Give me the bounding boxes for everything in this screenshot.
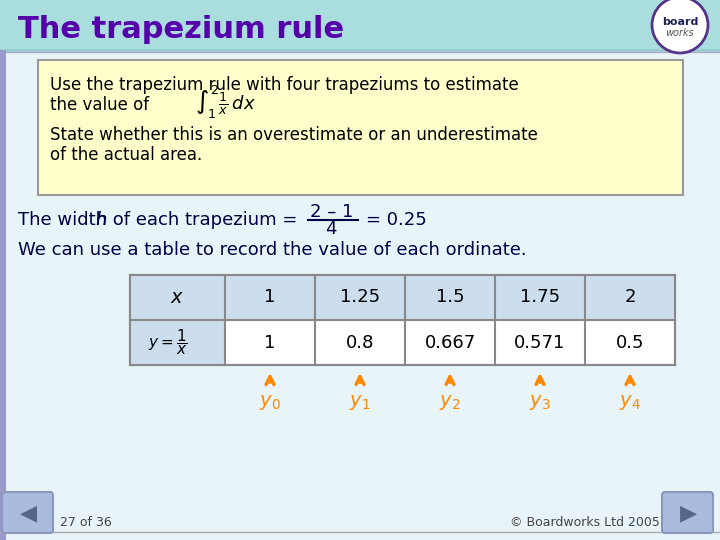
Text: $y_{1}$: $y_{1}$ bbox=[349, 394, 371, 413]
Text: ▶: ▶ bbox=[680, 503, 696, 523]
Text: the value of: the value of bbox=[50, 96, 149, 114]
Text: 1: 1 bbox=[264, 288, 276, 307]
FancyBboxPatch shape bbox=[0, 50, 6, 540]
FancyBboxPatch shape bbox=[38, 60, 683, 195]
Text: $y = \dfrac{1}{x}$: $y = \dfrac{1}{x}$ bbox=[148, 328, 187, 357]
Text: Use the trapezium rule with four trapeziums to estimate: Use the trapezium rule with four trapezi… bbox=[50, 76, 518, 94]
Text: $y_{4}$: $y_{4}$ bbox=[619, 394, 641, 413]
Text: $y_{2}$: $y_{2}$ bbox=[439, 394, 461, 413]
FancyBboxPatch shape bbox=[130, 320, 225, 365]
Text: = 0.25: = 0.25 bbox=[366, 211, 427, 229]
Text: works: works bbox=[665, 28, 694, 38]
Text: © Boardworks Ltd 2005: © Boardworks Ltd 2005 bbox=[510, 516, 660, 529]
Text: 0.8: 0.8 bbox=[346, 334, 374, 352]
Text: 1.75: 1.75 bbox=[520, 288, 560, 307]
Text: 2: 2 bbox=[624, 288, 636, 307]
Text: 0.667: 0.667 bbox=[424, 334, 476, 352]
FancyBboxPatch shape bbox=[130, 275, 225, 320]
Text: $y_{0}$: $y_{0}$ bbox=[259, 394, 281, 413]
Text: 1.25: 1.25 bbox=[340, 288, 380, 307]
FancyBboxPatch shape bbox=[2, 492, 53, 533]
Circle shape bbox=[652, 0, 708, 53]
FancyBboxPatch shape bbox=[0, 0, 720, 50]
Text: h: h bbox=[95, 211, 107, 229]
Text: $x$: $x$ bbox=[171, 288, 184, 307]
Text: 27 of 36: 27 of 36 bbox=[60, 516, 112, 529]
Text: of each trapezium =: of each trapezium = bbox=[107, 211, 303, 229]
FancyBboxPatch shape bbox=[130, 275, 675, 365]
Text: board: board bbox=[662, 17, 698, 27]
Text: The trapezium rule: The trapezium rule bbox=[18, 16, 344, 44]
FancyBboxPatch shape bbox=[662, 492, 713, 533]
Text: We can use a table to record the value of each ordinate.: We can use a table to record the value o… bbox=[18, 241, 526, 259]
Text: 0.5: 0.5 bbox=[616, 334, 644, 352]
Text: The width: The width bbox=[18, 211, 113, 229]
Text: 2 – 1: 2 – 1 bbox=[310, 203, 354, 221]
Text: 0.571: 0.571 bbox=[514, 334, 566, 352]
Text: $\int_1^2 \frac{1}{x}\,dx$: $\int_1^2 \frac{1}{x}\,dx$ bbox=[195, 84, 256, 120]
Text: State whether this is an overestimate or an underestimate: State whether this is an overestimate or… bbox=[50, 126, 538, 144]
Text: 4: 4 bbox=[325, 220, 336, 238]
Text: ◀: ◀ bbox=[19, 503, 37, 523]
Text: 1.5: 1.5 bbox=[436, 288, 464, 307]
Text: 1: 1 bbox=[264, 334, 276, 352]
Text: of the actual area.: of the actual area. bbox=[50, 146, 202, 164]
FancyBboxPatch shape bbox=[130, 275, 675, 320]
Text: $y_{3}$: $y_{3}$ bbox=[529, 394, 551, 413]
